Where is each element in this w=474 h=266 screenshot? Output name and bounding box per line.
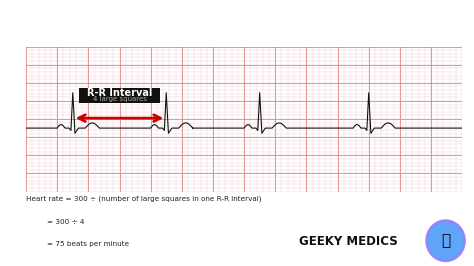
Text: 🧠: 🧠 bbox=[441, 233, 450, 248]
Text: GEEKY MEDICS: GEEKY MEDICS bbox=[299, 235, 397, 248]
Text: R-R Interval: R-R Interval bbox=[87, 88, 152, 98]
Text: = 300 ÷ 4: = 300 ÷ 4 bbox=[47, 219, 85, 226]
Text: 4 large squares: 4 large squares bbox=[92, 96, 146, 102]
Circle shape bbox=[428, 223, 463, 259]
Text: Calculating Heart Rate ⏱: Calculating Heart Rate ⏱ bbox=[138, 16, 340, 31]
Bar bbox=[79, 88, 160, 103]
Circle shape bbox=[427, 221, 465, 261]
Text: = 75 beats per minute: = 75 beats per minute bbox=[47, 241, 129, 247]
Circle shape bbox=[426, 220, 465, 261]
Text: Heart rate = 300 ÷ (number of large squares in one R-R interval): Heart rate = 300 ÷ (number of large squa… bbox=[26, 196, 262, 202]
